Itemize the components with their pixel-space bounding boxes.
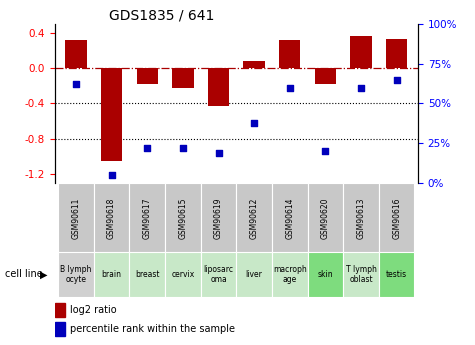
FancyBboxPatch shape [94,252,129,297]
Text: B lymph
ocyte: B lymph ocyte [60,265,92,284]
FancyBboxPatch shape [165,183,201,252]
Text: cell line: cell line [5,269,42,279]
FancyBboxPatch shape [165,252,201,297]
Text: T lymph
oblast: T lymph oblast [346,265,377,284]
FancyBboxPatch shape [129,183,165,252]
Point [215,150,222,156]
Text: liposarc
oma: liposarc oma [203,265,234,284]
Point [286,85,294,90]
Point [179,145,187,151]
Bar [315,68,336,84]
FancyBboxPatch shape [129,252,165,297]
Point [72,82,80,87]
Text: GSM90616: GSM90616 [392,198,401,239]
Point [108,172,115,178]
Bar [55,322,65,336]
FancyBboxPatch shape [272,252,308,297]
FancyBboxPatch shape [58,183,94,252]
Text: brain: brain [102,270,122,279]
Text: cervix: cervix [171,270,194,279]
Text: macroph
age: macroph age [273,265,307,284]
Text: breast: breast [135,270,160,279]
Point [322,148,329,154]
Text: GSM90619: GSM90619 [214,198,223,239]
FancyBboxPatch shape [272,183,308,252]
Bar [244,61,265,68]
Text: GSM90615: GSM90615 [179,198,187,239]
Text: GSM90620: GSM90620 [321,198,330,239]
Text: ▶: ▶ [40,269,48,279]
FancyBboxPatch shape [237,252,272,297]
FancyBboxPatch shape [379,252,414,297]
FancyBboxPatch shape [201,252,237,297]
Bar [172,68,194,88]
Bar [137,68,158,84]
Bar [65,40,86,68]
Bar [351,37,372,68]
Point [393,77,400,82]
Text: GSM90618: GSM90618 [107,198,116,239]
Text: liver: liver [246,270,263,279]
Text: skin: skin [318,270,333,279]
FancyBboxPatch shape [343,252,379,297]
Bar [279,40,301,68]
Text: log2 ratio: log2 ratio [70,305,116,315]
Bar [55,303,65,317]
FancyBboxPatch shape [201,183,237,252]
Bar [386,39,408,68]
Bar [208,68,229,106]
FancyBboxPatch shape [308,252,343,297]
FancyBboxPatch shape [94,183,129,252]
FancyBboxPatch shape [308,183,343,252]
FancyBboxPatch shape [379,183,414,252]
Point [250,120,258,125]
FancyBboxPatch shape [237,183,272,252]
Text: GSM90613: GSM90613 [357,198,365,239]
FancyBboxPatch shape [343,183,379,252]
Point [357,85,365,90]
Text: GDS1835 / 641: GDS1835 / 641 [109,9,215,23]
Text: percentile rank within the sample: percentile rank within the sample [70,324,235,334]
Text: testis: testis [386,270,407,279]
Text: GSM90617: GSM90617 [143,198,152,239]
FancyBboxPatch shape [58,252,94,297]
Text: GSM90614: GSM90614 [285,198,294,239]
Bar [101,68,123,161]
Text: GSM90612: GSM90612 [250,198,258,239]
Point [143,145,151,151]
Text: GSM90611: GSM90611 [72,198,80,239]
